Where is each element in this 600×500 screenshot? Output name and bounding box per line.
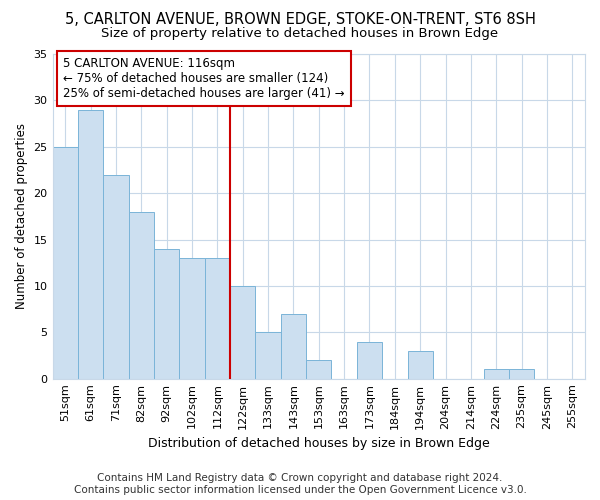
- Bar: [281, 314, 306, 378]
- Bar: [357, 342, 382, 378]
- X-axis label: Distribution of detached houses by size in Brown Edge: Distribution of detached houses by size …: [148, 437, 490, 450]
- Y-axis label: Number of detached properties: Number of detached properties: [15, 124, 28, 310]
- Bar: [484, 370, 509, 378]
- Bar: [154, 249, 179, 378]
- Bar: [407, 351, 433, 378]
- Text: Contains HM Land Registry data © Crown copyright and database right 2024.
Contai: Contains HM Land Registry data © Crown c…: [74, 474, 526, 495]
- Bar: [128, 212, 154, 378]
- Bar: [509, 370, 534, 378]
- Bar: [53, 147, 78, 378]
- Bar: [205, 258, 230, 378]
- Bar: [103, 174, 128, 378]
- Text: 5 CARLTON AVENUE: 116sqm
← 75% of detached houses are smaller (124)
25% of semi-: 5 CARLTON AVENUE: 116sqm ← 75% of detach…: [63, 57, 345, 100]
- Text: Size of property relative to detached houses in Brown Edge: Size of property relative to detached ho…: [101, 28, 499, 40]
- Bar: [256, 332, 281, 378]
- Bar: [179, 258, 205, 378]
- Text: 5, CARLTON AVENUE, BROWN EDGE, STOKE-ON-TRENT, ST6 8SH: 5, CARLTON AVENUE, BROWN EDGE, STOKE-ON-…: [65, 12, 535, 28]
- Bar: [230, 286, 256, 378]
- Bar: [78, 110, 103, 378]
- Bar: [306, 360, 331, 378]
